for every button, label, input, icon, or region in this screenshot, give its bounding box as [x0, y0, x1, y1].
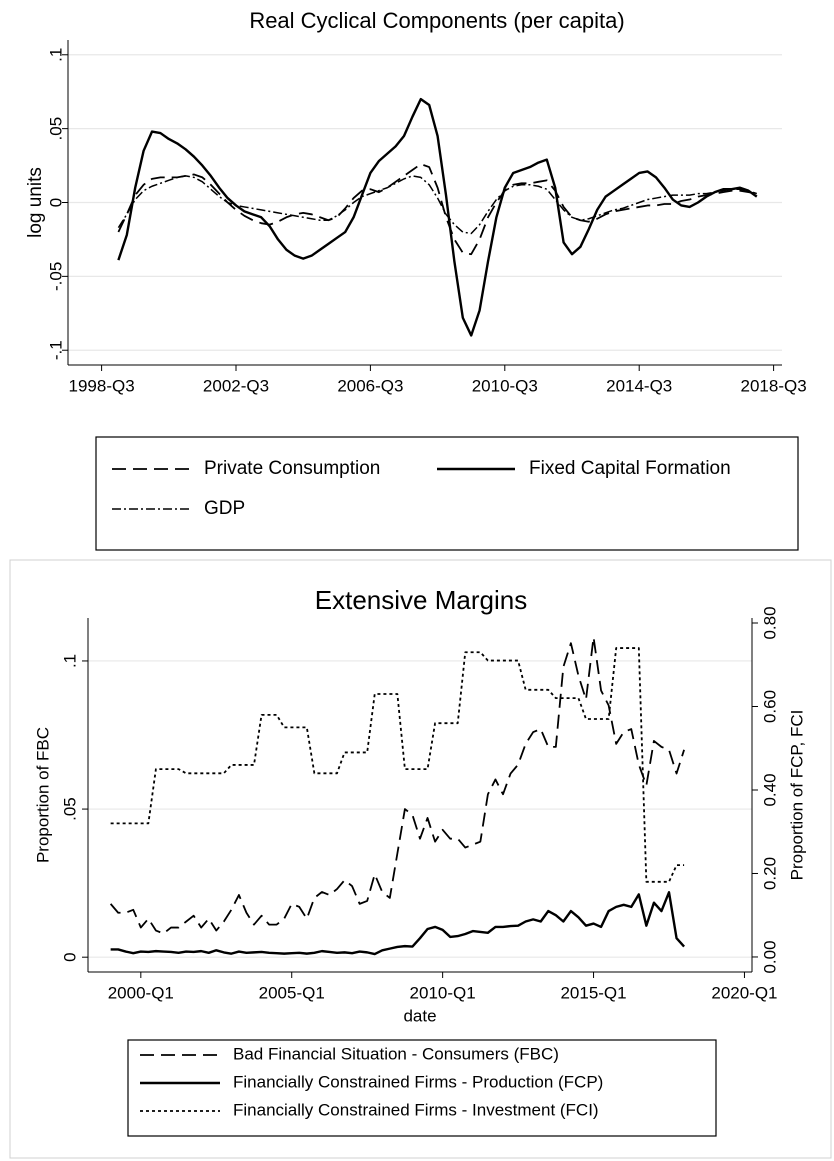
series-line — [110, 647, 685, 883]
y2-tick-label: 0.00 — [760, 940, 779, 973]
series-line — [117, 175, 758, 235]
x-tick-label: 2018-Q3 — [741, 376, 807, 395]
legend-label: Fixed Capital Formation — [529, 458, 731, 479]
legend-box — [127, 1039, 717, 1137]
x-tick-label: 2006-Q3 — [337, 376, 403, 395]
x-tick-label: 2010-Q3 — [472, 376, 538, 395]
legend-label: Financially Constrained Firms - Producti… — [233, 1072, 603, 1091]
legend-label: Private Consumption — [204, 458, 380, 479]
chart-frame — [9, 559, 832, 1159]
x-tick-label: 2014-Q3 — [606, 376, 672, 395]
series-line — [109, 636, 685, 935]
y-tick-label: -.1 — [46, 340, 65, 360]
legend-box — [95, 436, 799, 551]
y2-axis-title: Proportion of FCP, FCI — [787, 710, 806, 881]
chart-title: Extensive Margins — [315, 585, 527, 615]
chart-title: Real Cyclical Components (per capita) — [249, 8, 624, 33]
y-tick-label: .1 — [60, 654, 79, 668]
y-axis-title: log units — [25, 167, 46, 238]
legend-label: Financially Constrained Firms - Investme… — [233, 1100, 599, 1119]
series-line — [110, 891, 685, 956]
legend-label: GDP — [204, 498, 245, 519]
y-tick-label: 0 — [46, 198, 65, 207]
x-tick-label: 2002-Q3 — [203, 376, 269, 395]
y-tick-label: .05 — [60, 797, 79, 821]
y2-tick-label: 0.60 — [760, 690, 779, 723]
x-tick-label: 2015-Q1 — [560, 983, 626, 1002]
y2-tick-label: 0.40 — [760, 773, 779, 806]
y2-tick-label: 0.80 — [760, 606, 779, 639]
x-tick-label: 1998-Q3 — [69, 376, 135, 395]
x-axis-title: date — [403, 1006, 436, 1025]
series-line — [117, 97, 758, 337]
x-tick-label: 2020-Q1 — [711, 983, 777, 1002]
x-tick-label: 2010-Q1 — [410, 983, 476, 1002]
x-tick-label: 2000-Q1 — [108, 983, 174, 1002]
y-axis-title: Proportion of FBC — [33, 727, 52, 863]
y2-tick-label: 0.20 — [760, 857, 779, 890]
series-line — [117, 163, 757, 256]
legend-label: Bad Financial Situation - Consumers (FBC… — [233, 1044, 559, 1063]
x-tick-label: 2005-Q1 — [259, 983, 325, 1002]
y-tick-label: .05 — [46, 117, 65, 141]
y-tick-label: -.05 — [46, 262, 65, 291]
y-tick-label: 0 — [60, 952, 79, 961]
y-tick-label: .1 — [46, 48, 65, 62]
